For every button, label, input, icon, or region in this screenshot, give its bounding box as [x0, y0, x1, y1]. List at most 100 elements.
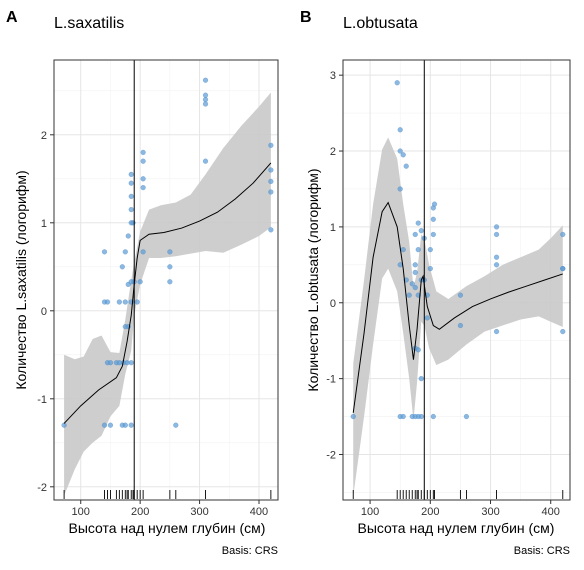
- panel-b-data-point: [418, 228, 424, 234]
- panel-b-y-tick-label: 1: [330, 222, 336, 234]
- panel-b-x-tick-label: 200: [421, 506, 439, 518]
- panel-a-data-point: [140, 249, 146, 255]
- panel-b-data-point: [493, 262, 500, 268]
- panel-a-data-point: [167, 264, 173, 270]
- panel-a-data-point: [173, 422, 179, 428]
- panel-a-data-point: [137, 279, 143, 285]
- panel-a-data-point: [128, 422, 134, 428]
- panel-a: A L.saxatilis 100 200 300 400 -2 -1 0 1 2 Высота…: [6, 9, 279, 557]
- panel-b-data-point: [493, 231, 500, 238]
- panel-a-data-point: [122, 422, 128, 428]
- panel-a-data-point: [140, 184, 146, 191]
- panel-b-data-point: [400, 247, 406, 253]
- panel-a-data-point: [107, 360, 114, 366]
- panel-b-data-point: [350, 413, 356, 420]
- panel-b-tag: B: [300, 9, 312, 26]
- panel-b-y-tick-label: -2: [326, 449, 336, 461]
- panel-b-data-point: [412, 284, 418, 291]
- panel-b-data-point: [427, 265, 433, 272]
- panel-b-data-point: [400, 413, 406, 420]
- panel-b-plot-border: [342, 59, 571, 501]
- panel-b-data-point: [415, 220, 421, 226]
- panel-b-data-point: [406, 292, 412, 298]
- panel-a-data-point: [101, 422, 108, 428]
- panel-a-y-tick-label: 2: [41, 130, 47, 142]
- panel-a-tag: A: [6, 9, 18, 26]
- panel-a-y-tick-label: -1: [37, 394, 47, 406]
- panel-b-y-tick-label: 0: [330, 298, 336, 310]
- panel-b-data-point: [430, 216, 436, 222]
- panel-a-plot: 100 200 300 400 -2 -1 0 1 2: [37, 59, 279, 518]
- panel-a-x-tick-label: 100: [72, 506, 90, 518]
- panel-b-confidence-ribbon: [353, 137, 563, 497]
- panel-b-data-point: [397, 186, 403, 192]
- panel-a-data-point: [202, 77, 209, 83]
- panel-b-smooth-line: [352, 201, 563, 413]
- panel-a-data-point: [202, 92, 209, 98]
- panel-a-y-tick-label: 0: [41, 306, 47, 318]
- panel-a-smooth-line: [63, 162, 272, 424]
- panel-b-data-point: [560, 328, 566, 335]
- panel-b-x-tick-label: 100: [361, 506, 379, 518]
- panel-a-data-point: [268, 189, 274, 195]
- panel-b-data-point: [463, 413, 470, 420]
- panel-a-x-tick-label: 400: [250, 506, 268, 518]
- panel-b-data-point: [418, 413, 424, 420]
- panel-b-data-point: [493, 224, 500, 230]
- panel-b-title: L.obtusata: [343, 15, 418, 32]
- panel-a-data-point: [202, 158, 209, 164]
- panel-a-data-point: [116, 299, 123, 305]
- panel-a-data-point: [140, 149, 146, 156]
- panel-a-data-point: [268, 167, 274, 173]
- panel-a-title: L.saxatilis: [54, 15, 124, 32]
- panel-a-data-point: [128, 193, 134, 200]
- panel-b-data-point: [394, 80, 400, 86]
- panel-a-data-point: [268, 142, 274, 149]
- panel-b-data-point: [424, 315, 430, 321]
- panel-a-data-point: [167, 279, 173, 285]
- panel-b-x-axis-title: Высота над нулем глубин (см): [358, 520, 555, 536]
- panel-a-data-point: [140, 158, 146, 164]
- panel-b-data-point: [560, 231, 566, 238]
- panel-a-data-point: [119, 264, 125, 270]
- panel-b-data-point: [493, 254, 500, 260]
- panel-b-data-point: [412, 269, 418, 276]
- panel-b-data-point: [415, 247, 421, 253]
- panel-a-data-point: [268, 227, 274, 233]
- panel-b-plot: 100 200 300 400 -2 -1 0 1 2 3: [326, 59, 571, 518]
- panel-a-data-point: [167, 249, 173, 255]
- panel-a-data-point: [125, 233, 131, 239]
- panel-a-data-point: [202, 101, 209, 107]
- panel-b-data-point: [412, 231, 418, 238]
- panel-a-x-axis-title: Высота над нулем глубин (см): [69, 520, 266, 536]
- panel-b-data-point: [403, 163, 409, 169]
- panel-b-y-tick-label: 2: [330, 146, 336, 158]
- panel-a-y-tick-label: -2: [37, 482, 47, 494]
- panel-a-data-point: [128, 180, 134, 186]
- panel-a-plot-border: [53, 59, 279, 501]
- panel-b-data-point: [430, 231, 436, 238]
- panel-b-data-point: [415, 347, 421, 353]
- panel-b-data-point: [457, 322, 464, 329]
- panel-a-caption: Basis: CRS: [222, 545, 278, 557]
- panel-b-y-tick-label: -1: [326, 374, 336, 386]
- panel-a-data-point: [122, 249, 128, 255]
- panel-b-x-tick-label: 300: [481, 506, 499, 518]
- panel-b: B L.obtusata 100 200 300 400 -2 -1 0 1 2 3 Высота…: [300, 9, 571, 557]
- panel-b-data-point: [560, 265, 566, 272]
- panel-b-data-point: [400, 152, 406, 158]
- panel-b-data-point: [493, 328, 500, 335]
- panel-b-data-point: [430, 413, 436, 420]
- panel-b-data-point: [427, 247, 433, 253]
- panel-b-y-axis-title: Количество L.obtusata (логорифм): [305, 168, 321, 391]
- panel-a-data-point: [61, 422, 67, 428]
- panel-a-data-point: [202, 96, 209, 103]
- panel-a-data-point: [101, 249, 108, 255]
- panel-a-x-tick-label: 300: [190, 506, 208, 518]
- panel-a-confidence-ribbon: [64, 92, 271, 496]
- panel-a-data-point: [122, 299, 128, 305]
- panel-a-y-tick-label: 1: [41, 218, 47, 230]
- panel-b-y-tick-label: 3: [330, 70, 336, 82]
